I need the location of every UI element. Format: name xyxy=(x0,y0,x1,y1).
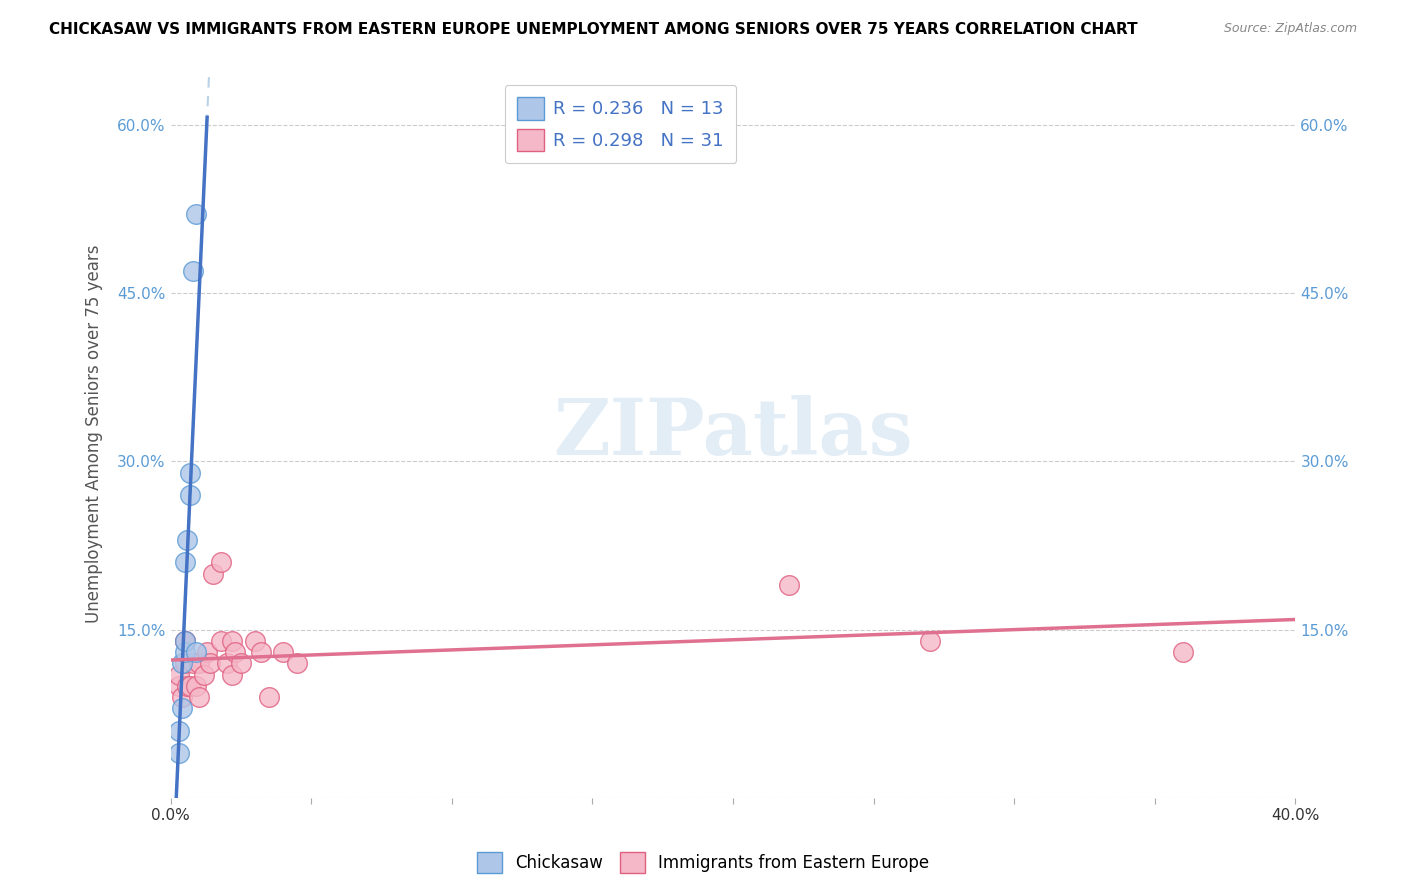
Point xyxy=(181,657,204,671)
Point xyxy=(249,645,271,659)
Point xyxy=(179,466,201,480)
Point xyxy=(224,645,246,659)
Point xyxy=(179,488,201,502)
Text: CHICKASAW VS IMMIGRANTS FROM EASTERN EUROPE UNEMPLOYMENT AMONG SENIORS OVER 75 Y: CHICKASAW VS IMMIGRANTS FROM EASTERN EUR… xyxy=(49,22,1137,37)
Point xyxy=(187,657,209,671)
Point xyxy=(173,657,195,671)
Point xyxy=(201,566,224,581)
Text: ZIPatlas: ZIPatlas xyxy=(553,395,912,471)
Point xyxy=(167,679,190,693)
Point xyxy=(271,645,294,659)
Point xyxy=(1171,645,1194,659)
Point xyxy=(215,657,238,671)
Point xyxy=(167,746,190,760)
Point xyxy=(187,690,209,704)
Point xyxy=(198,657,221,671)
Point xyxy=(167,667,190,681)
Point xyxy=(918,634,941,648)
Point xyxy=(184,679,207,693)
Point xyxy=(195,645,218,659)
Point xyxy=(209,555,232,569)
Point xyxy=(229,657,252,671)
Point xyxy=(179,679,201,693)
Legend: R = 0.236   N = 13, R = 0.298   N = 31: R = 0.236 N = 13, R = 0.298 N = 31 xyxy=(505,85,737,163)
Point xyxy=(184,207,207,221)
Point xyxy=(176,679,198,693)
Point xyxy=(209,634,232,648)
Point xyxy=(170,657,193,671)
Point xyxy=(173,634,195,648)
Legend: Chickasaw, Immigrants from Eastern Europe: Chickasaw, Immigrants from Eastern Europ… xyxy=(470,846,936,880)
Point xyxy=(181,263,204,277)
Point xyxy=(170,701,193,715)
Point xyxy=(173,634,195,648)
Point xyxy=(176,533,198,547)
Point xyxy=(243,634,266,648)
Point xyxy=(184,645,207,659)
Point xyxy=(173,634,195,648)
Point xyxy=(173,645,195,659)
Point xyxy=(170,690,193,704)
Text: Source: ZipAtlas.com: Source: ZipAtlas.com xyxy=(1223,22,1357,36)
Y-axis label: Unemployment Among Seniors over 75 years: Unemployment Among Seniors over 75 years xyxy=(86,244,103,623)
Point xyxy=(193,667,215,681)
Point xyxy=(221,634,243,648)
Point xyxy=(221,667,243,681)
Point xyxy=(173,555,195,569)
Point xyxy=(167,723,190,738)
Point xyxy=(778,578,800,592)
Point xyxy=(285,657,308,671)
Point xyxy=(257,690,280,704)
